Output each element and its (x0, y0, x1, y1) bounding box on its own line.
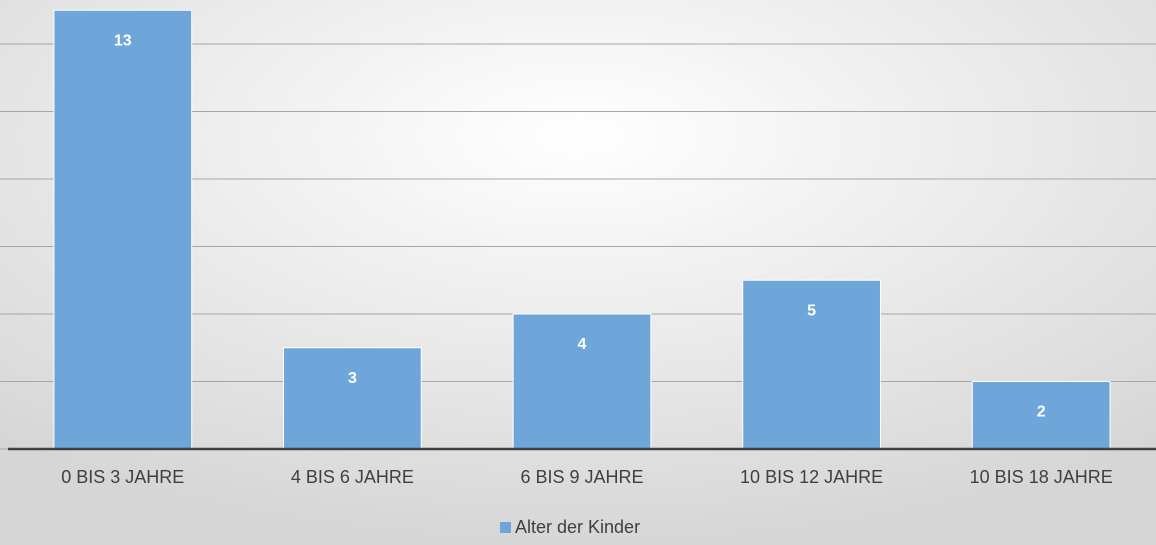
data-label: 13 (114, 32, 132, 49)
bar (53, 9, 193, 450)
legend-label: Alter der Kinder (515, 517, 640, 537)
x-tick-label: 6 BIS 9 JAHRE (520, 467, 643, 487)
data-label: 5 (807, 302, 816, 319)
data-label: 4 (578, 336, 587, 353)
x-tick-label: 4 BIS 6 JAHRE (291, 467, 414, 487)
x-tick-label: 10 BIS 12 JAHRE (740, 467, 883, 487)
bar (512, 313, 652, 450)
data-label: 2 (1037, 404, 1046, 421)
data-label: 3 (348, 370, 357, 387)
bar (283, 347, 422, 450)
x-tick-label: 10 BIS 18 JAHRE (970, 467, 1113, 487)
x-tick-label: 0 BIS 3 JAHRE (61, 467, 184, 487)
bar (742, 279, 881, 450)
legend-swatch (500, 522, 511, 533)
bar (971, 381, 1111, 450)
